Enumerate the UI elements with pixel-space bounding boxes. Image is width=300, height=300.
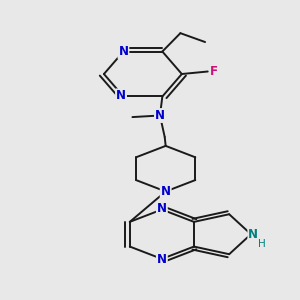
Text: N: N xyxy=(118,45,128,58)
Text: N: N xyxy=(161,185,171,198)
Text: N: N xyxy=(157,253,167,266)
Text: N: N xyxy=(248,228,258,241)
Text: H: H xyxy=(257,239,265,249)
Text: N: N xyxy=(155,109,165,122)
Text: N: N xyxy=(157,202,167,215)
Text: N: N xyxy=(116,89,126,102)
Text: F: F xyxy=(210,65,218,78)
